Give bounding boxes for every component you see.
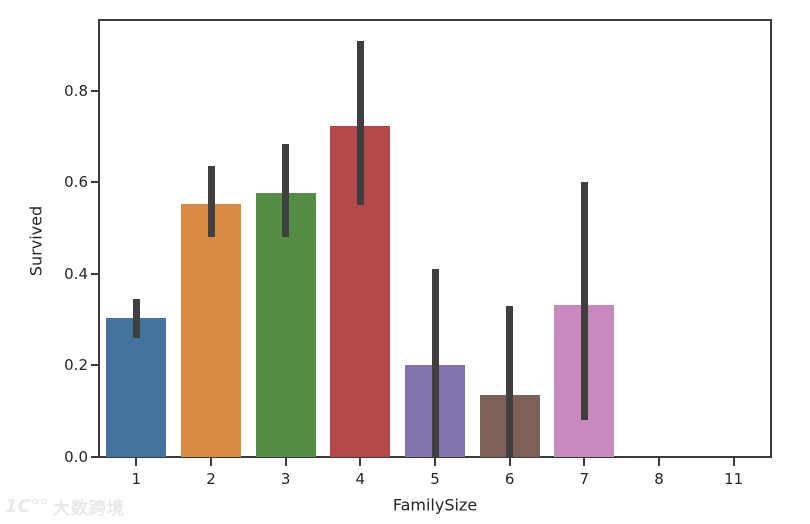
watermark: 1C°° 大数跨境 xyxy=(5,494,125,519)
y-tick-mark-0.0 xyxy=(91,456,98,458)
y-tick-mark-0.8 xyxy=(91,89,98,92)
y-tick-mark-0.4 xyxy=(91,272,98,275)
x-tick-label-7: 7 xyxy=(579,470,590,488)
bar-familysize-2 xyxy=(181,203,241,457)
y-tick-label-0.0: 0.0 xyxy=(64,448,88,466)
y-tick-label-0.4: 0.4 xyxy=(64,264,88,283)
plot-area-frame xyxy=(98,19,772,458)
x-tick-mark-3 xyxy=(284,458,287,466)
y-tick-mark-0.2 xyxy=(91,364,98,367)
error-bar-1 xyxy=(132,299,140,339)
error-bar-4 xyxy=(356,40,364,206)
x-tick-label-11: 11 xyxy=(724,470,744,488)
bar-familysize-1 xyxy=(106,318,167,457)
x-tick-label-3: 3 xyxy=(280,470,291,488)
x-tick-mark-11 xyxy=(732,458,735,466)
x-tick-label-5: 5 xyxy=(430,470,440,488)
x-tick-label-1: 1 xyxy=(131,470,142,488)
watermark-text: 大数跨境 xyxy=(52,499,125,519)
x-tick-label-8: 8 xyxy=(654,470,664,488)
x-tick-mark-1 xyxy=(135,458,138,466)
x-tick-mark-7 xyxy=(583,458,586,466)
x-tick-mark-2 xyxy=(210,458,212,466)
error-bar-6 xyxy=(506,305,514,457)
error-bar-3 xyxy=(282,143,290,238)
x-tick-mark-8 xyxy=(658,458,660,466)
x-tick-label-2: 2 xyxy=(206,470,216,488)
error-bar-2 xyxy=(207,166,215,238)
x-tick-label-6: 6 xyxy=(504,470,515,488)
x-tick-mark-5 xyxy=(434,458,436,466)
x-tick-label-4: 4 xyxy=(355,470,366,488)
y-tick-label-0.2: 0.2 xyxy=(64,356,88,375)
error-bar-5 xyxy=(431,269,439,457)
y-tick-mark-0.6 xyxy=(91,181,98,184)
error-bar-7 xyxy=(580,182,588,421)
x-axis-label: FamilySize xyxy=(392,495,478,515)
y-tick-label-0.8: 0.8 xyxy=(64,81,88,100)
watermark-logo: 1C°° xyxy=(5,496,49,517)
y-axis-label: Survived xyxy=(26,205,46,277)
x-tick-mark-4 xyxy=(359,458,362,466)
y-tick-label-0.6: 0.6 xyxy=(64,173,88,192)
x-tick-mark-6 xyxy=(508,458,511,466)
